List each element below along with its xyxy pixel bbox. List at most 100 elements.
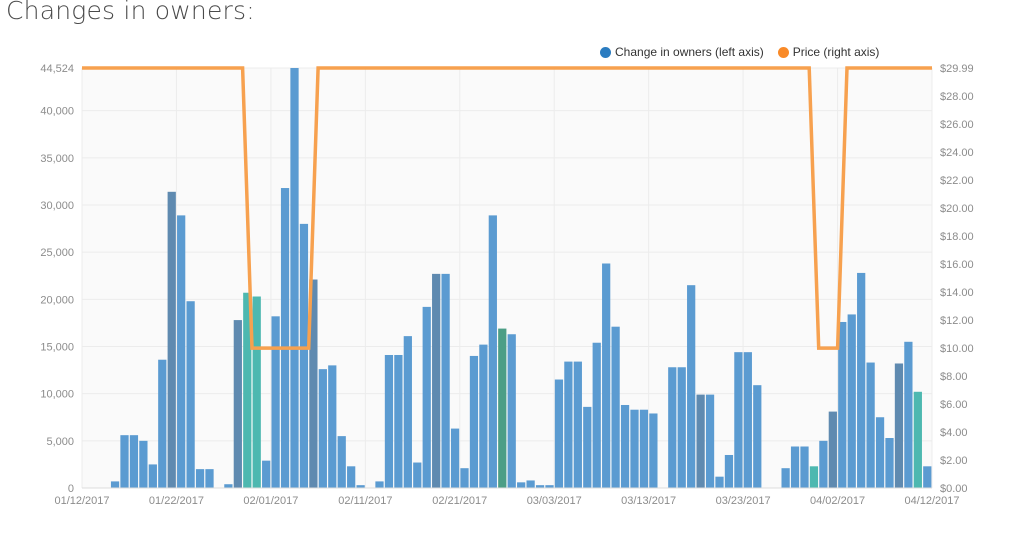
owners-bar[interactable] <box>356 485 365 488</box>
owners-bar[interactable] <box>526 480 535 488</box>
legend-item-price[interactable]: Price (right axis) <box>777 45 879 59</box>
owners-bar[interactable] <box>139 440 148 488</box>
owners-bar[interactable] <box>394 354 403 488</box>
owners-bar[interactable] <box>195 469 205 488</box>
owners-bar[interactable] <box>904 341 913 488</box>
owners-bar[interactable] <box>290 68 299 488</box>
owners-bar[interactable] <box>403 336 412 488</box>
plot-background <box>82 68 932 488</box>
owners-bar[interactable] <box>705 394 715 488</box>
owners-bar[interactable] <box>271 316 280 488</box>
owners-bar[interactable] <box>602 263 611 488</box>
owners-bar[interactable] <box>639 409 649 488</box>
owners-bar[interactable] <box>592 342 601 488</box>
owners-bar[interactable] <box>894 363 904 488</box>
owners-bar[interactable] <box>498 328 507 488</box>
owners-bar[interactable] <box>866 362 875 488</box>
owners-bar[interactable] <box>517 482 526 488</box>
left-axis-tick-label: 35,000 <box>40 153 74 165</box>
owners-bar[interactable] <box>432 273 441 488</box>
owners-bar[interactable] <box>186 301 195 488</box>
legend-item-owners[interactable]: Change in owners (left axis) <box>600 45 764 59</box>
owners-bar[interactable] <box>110 481 120 488</box>
owners-bar[interactable] <box>375 481 384 488</box>
owners-bar[interactable] <box>177 215 186 488</box>
owners-bar[interactable] <box>469 355 479 488</box>
owners-bar[interactable] <box>148 464 157 488</box>
owners-bar[interactable] <box>545 485 554 488</box>
owners-bar[interactable] <box>875 417 885 488</box>
left-axis-tick-label: 40,000 <box>40 106 74 118</box>
owners-bar[interactable] <box>734 352 743 488</box>
owners-bar[interactable] <box>347 466 356 488</box>
right-axis-tick-label: $16.00 <box>940 259 974 271</box>
owners-bar[interactable] <box>923 466 932 488</box>
owners-bar[interactable] <box>422 306 431 488</box>
x-axis-tick-label: 03/13/2017 <box>621 495 676 507</box>
owners-bar[interactable] <box>819 440 828 488</box>
owners-bar[interactable] <box>535 485 545 488</box>
owners-bar[interactable] <box>507 334 516 488</box>
owners-bar[interactable] <box>913 391 922 488</box>
owners-bar[interactable] <box>715 476 724 488</box>
owners-bar[interactable] <box>262 460 271 488</box>
owners-bar[interactable] <box>384 354 394 488</box>
left-axis-tick-label: 30,000 <box>40 200 74 212</box>
owners-bar[interactable] <box>129 435 139 488</box>
owners-bar[interactable] <box>167 191 176 488</box>
owners-bar[interactable] <box>441 273 450 488</box>
right-axis-tick-label: $8.00 <box>940 371 968 383</box>
owners-bar[interactable] <box>205 469 214 488</box>
owners-bar[interactable] <box>479 344 488 488</box>
owners-bar[interactable] <box>318 369 327 488</box>
owners-bar[interactable] <box>252 296 261 488</box>
right-axis-tick-label: $29.99 <box>940 63 974 75</box>
owners-bar[interactable] <box>309 279 318 488</box>
owners-bar[interactable] <box>828 411 837 488</box>
owners-bar[interactable] <box>630 409 639 488</box>
owners-bar[interactable] <box>620 404 630 488</box>
owners-bar[interactable] <box>809 466 819 488</box>
owners-bar[interactable] <box>743 352 752 488</box>
owners-bar[interactable] <box>838 321 847 488</box>
right-axis-tick-label: $4.00 <box>940 427 968 439</box>
owners-bar[interactable] <box>120 435 129 488</box>
owners-bar[interactable] <box>337 436 346 488</box>
owners-bar[interactable] <box>413 462 422 488</box>
owners-bar[interactable] <box>224 484 233 488</box>
x-axis-tick-label: 04/02/2017 <box>810 495 865 507</box>
owners-bar[interactable] <box>781 468 790 488</box>
owners-bar[interactable] <box>611 326 620 488</box>
owners-bar[interactable] <box>677 367 686 488</box>
owners-bar[interactable] <box>696 394 705 488</box>
owners-bar[interactable] <box>243 292 252 488</box>
owners-bar[interactable] <box>573 361 582 488</box>
owners-bar[interactable] <box>488 215 497 488</box>
owners-bar[interactable] <box>668 367 677 488</box>
owners-bar[interactable] <box>649 413 658 488</box>
right-axis-tick-label: $24.00 <box>940 147 974 159</box>
owners-bar[interactable] <box>753 385 762 488</box>
owners-bar[interactable] <box>724 454 734 488</box>
owners-bar[interactable] <box>790 446 800 488</box>
owners-bar[interactable] <box>299 223 309 488</box>
owners-bar[interactable] <box>800 446 809 488</box>
owners-bar[interactable] <box>564 361 573 488</box>
owners-bar[interactable] <box>583 406 592 488</box>
owners-bar[interactable] <box>885 438 894 488</box>
owners-bar[interactable] <box>847 314 856 488</box>
owners-bar[interactable] <box>280 188 290 488</box>
legend-label-owners: Change in owners (left axis) <box>615 45 764 59</box>
owners-bar[interactable] <box>460 468 469 488</box>
owners-bar[interactable] <box>687 285 696 488</box>
owners-bar[interactable] <box>554 379 564 488</box>
owners-bar[interactable] <box>328 365 337 488</box>
price-line-path[interactable] <box>82 66 932 350</box>
owners-bar[interactable] <box>233 320 242 488</box>
owners-bar[interactable] <box>450 428 460 488</box>
owners-bar[interactable] <box>857 272 866 488</box>
owners-bar[interactable] <box>158 359 167 488</box>
right-axis-tick-label: $14.00 <box>940 287 974 299</box>
